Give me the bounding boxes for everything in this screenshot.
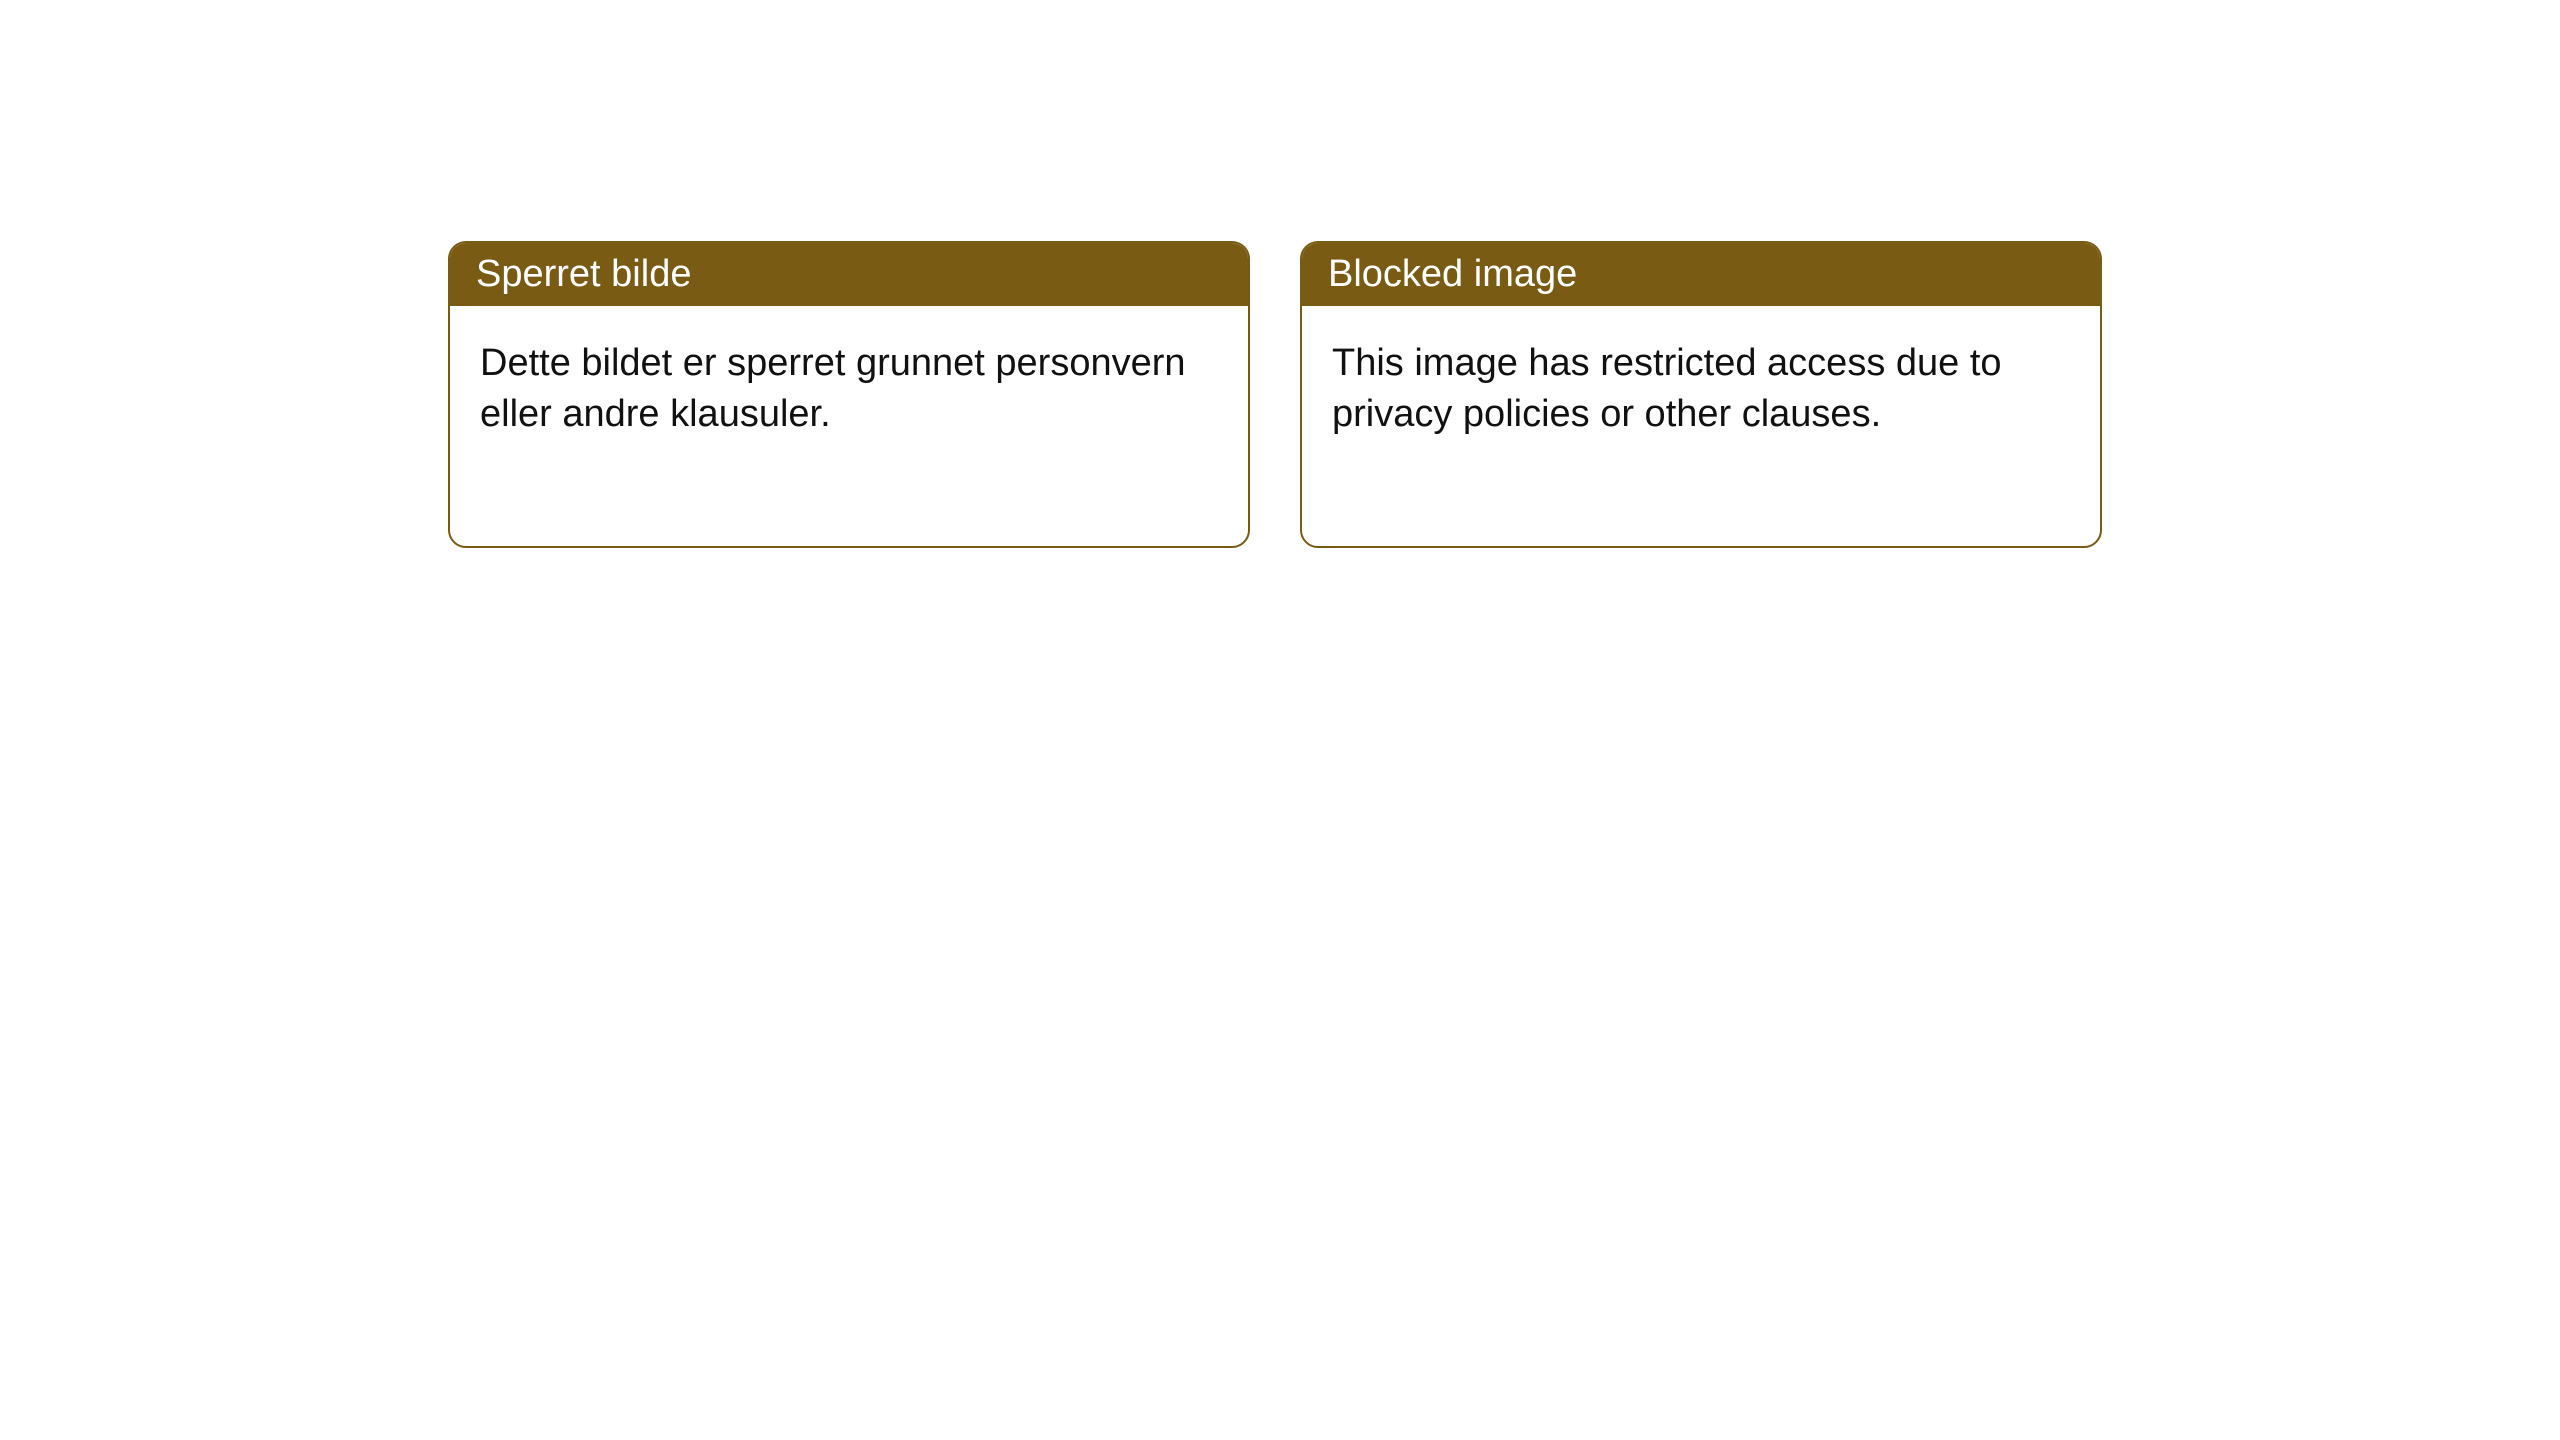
notice-title: Blocked image [1302,243,2100,306]
notice-body: This image has restricted access due to … [1302,306,2100,546]
notice-card-english: Blocked image This image has restricted … [1300,241,2102,548]
notices-container: Sperret bilde Dette bildet er sperret gr… [0,0,2560,548]
notice-body: Dette bildet er sperret grunnet personve… [450,306,1248,546]
notice-card-norwegian: Sperret bilde Dette bildet er sperret gr… [448,241,1250,548]
notice-title: Sperret bilde [450,243,1248,306]
